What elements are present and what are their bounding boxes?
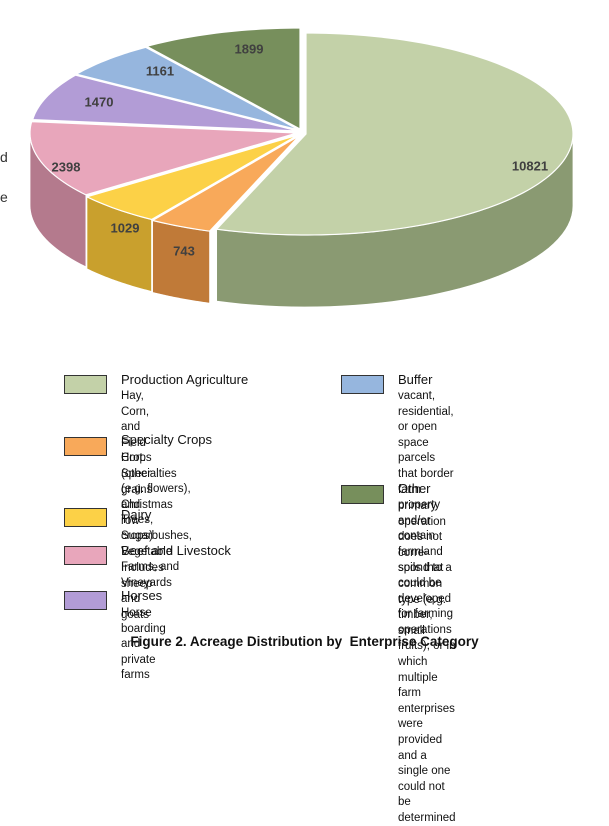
legend-description: primary operation does not corre- spond …: [398, 500, 456, 824]
legend-title: Buffer: [398, 372, 433, 387]
legend-title: Horses: [121, 588, 163, 603]
pie-slice-1: [150, 135, 300, 232]
legend-title: Beef and Livestock: [121, 543, 231, 558]
legend-swatch: [341, 375, 384, 394]
legend-swatch: [341, 485, 384, 504]
pie-slice-0: [215, 32, 574, 236]
left-edge-text-2: e: [0, 189, 8, 205]
legend-title: Specialty Crops: [121, 432, 213, 447]
pie-slice-4: [31, 74, 299, 132]
legend-swatch: [64, 591, 107, 610]
slice-value-label: 1899: [235, 41, 264, 56]
slice-value-label: 1470: [85, 94, 114, 109]
slice-value-label: 10821: [512, 158, 548, 173]
pie-slice-5: [74, 46, 300, 131]
slice-value-label: 1161: [146, 63, 174, 78]
pie-side-1: [152, 219, 211, 304]
left-edge-text-1: d: [0, 149, 8, 165]
legend-title: Other: [398, 481, 431, 496]
pie-slice-3: [29, 121, 298, 196]
legend-swatch: [64, 375, 107, 394]
legend-swatch: [64, 437, 107, 456]
pie-slice-2: [85, 134, 299, 221]
legend-description: Hay, Corn, and Field Crops (other grains…: [121, 390, 153, 543]
pie-top-faces: [29, 27, 574, 236]
pie-chart: 10821 743 1029 2398 1470 1161 1899: [29, 27, 574, 308]
figure-caption: Figure 2. Acreage Distribution by Enterp…: [130, 634, 479, 649]
legend-description: Hort. Specialties (e.g. flowers), Christ…: [121, 452, 192, 589]
legend-description: Includes sheep and goats: [121, 562, 164, 621]
pie-side-walls: [29, 132, 574, 308]
legend-description: vacant, residential, or open space parce…: [398, 390, 454, 636]
slice-value-label: 1029: [111, 220, 140, 235]
legend-swatch: [64, 546, 107, 565]
legend-swatch: [64, 508, 107, 527]
slice-value-label: 743: [173, 243, 195, 258]
legend-title: Production Agriculture: [121, 372, 249, 387]
legend-title: Dairy: [121, 507, 152, 522]
slice-value-label: 2398: [52, 159, 81, 174]
pie-slice-6: [145, 27, 301, 131]
